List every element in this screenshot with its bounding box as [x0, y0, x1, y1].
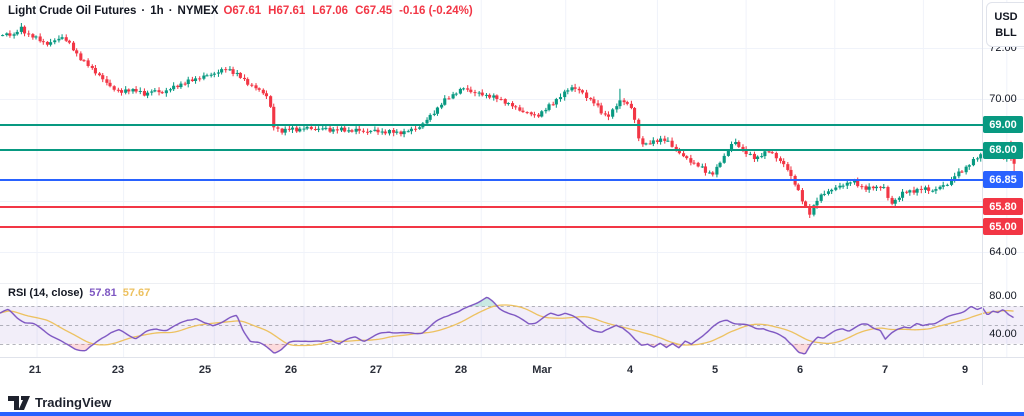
time-axis-label-28: 28	[454, 364, 468, 376]
exchange-label: NYMEX	[177, 5, 219, 17]
rsi-ma-value: 57.67	[122, 287, 151, 299]
time-axis-label-mar: Mar	[532, 364, 552, 376]
low-value: L67.06	[312, 5, 349, 17]
time-axis-label-25: 25	[198, 364, 212, 376]
level-badge-69-00[interactable]: 69.00	[983, 116, 1023, 134]
level-line-66-85[interactable]	[0, 178, 983, 181]
time-axis-label-4: 4	[626, 364, 634, 376]
brand-name: TradingView	[35, 395, 112, 410]
rsi-axis-label-40-00: 40.00	[989, 327, 1017, 340]
time-axis-label-5: 5	[711, 364, 719, 376]
chart-legend: Light Crude Oil Futures · 1h · NYMEX O67…	[8, 5, 473, 17]
unit-label: BLL	[995, 26, 1017, 39]
bottom-accent-bar	[0, 412, 1024, 416]
rsi-legend: RSI (14, close) 57.81 57.67	[8, 287, 150, 299]
level-line-69-00[interactable]	[0, 123, 983, 126]
legend-separator: ·	[141, 5, 146, 17]
level-badge-68-00[interactable]: 68.00	[983, 141, 1023, 159]
price-axis-label-70-00: 70.00	[989, 92, 1017, 105]
tradingview-logo-icon	[8, 396, 30, 410]
level-badge-65-80[interactable]: 65.80	[983, 198, 1023, 215]
rsi-value: 57.81	[89, 287, 117, 299]
time-axis-label-9: 9	[961, 364, 969, 376]
level-line-65-00[interactable]	[0, 225, 983, 228]
legend-separator-2: ·	[168, 5, 173, 17]
change-value: -0.16 (-0.24%)	[399, 5, 473, 17]
symbol-title[interactable]: Light Crude Oil Futures	[8, 5, 137, 17]
open-value: O67.61	[223, 5, 262, 17]
tradingview-attribution[interactable]: TradingView	[8, 395, 111, 410]
currency-unit-box: USD BLL	[986, 2, 1024, 47]
level-badge-65-00[interactable]: 65.00	[983, 218, 1023, 236]
time-axis-label-7: 7	[881, 364, 889, 376]
price-axis-label-64-00: 64.00	[989, 245, 1017, 258]
time-axis-label-6: 6	[796, 364, 804, 376]
currency-label: USD	[994, 10, 1018, 23]
rsi-axis-label-80-00: 80.00	[989, 290, 1017, 303]
price-axis-separator[interactable]	[982, 0, 983, 385]
time-axis-separator	[0, 357, 1024, 358]
level-badge-66-85[interactable]: 66.85	[983, 171, 1023, 189]
rsi-indicator-name[interactable]: RSI (14, close)	[8, 287, 84, 299]
interval-label[interactable]: 1h	[150, 5, 164, 17]
pane-divider[interactable]	[0, 283, 982, 284]
level-line-68-00[interactable]	[0, 149, 983, 152]
time-axis-label-27: 27	[369, 364, 383, 376]
high-value: H67.61	[268, 5, 306, 17]
level-line-65-80[interactable]	[0, 205, 983, 208]
time-axis-label-21: 21	[28, 364, 42, 376]
time-axis-label-23: 23	[111, 364, 125, 376]
ohlc-values: O67.61 H67.61 L67.06 C67.45 -0.16 (-0.24…	[223, 5, 472, 17]
time-axis-label-26: 26	[284, 364, 298, 376]
close-value: C67.45	[355, 5, 393, 17]
